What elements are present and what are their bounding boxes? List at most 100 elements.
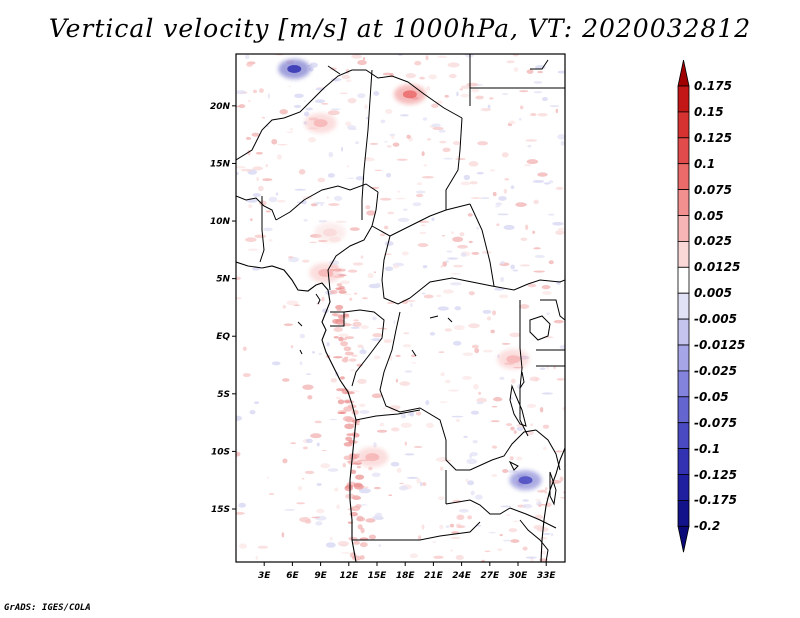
chart-title: Vertical velocity [m/s] at 1000hPa, VT: …	[48, 14, 752, 43]
speckle	[422, 117, 428, 121]
speckle	[467, 213, 473, 217]
speckle	[236, 415, 243, 421]
speckle	[329, 289, 338, 295]
speckle	[320, 203, 324, 207]
legend-swatch	[677, 318, 690, 346]
speckle	[308, 137, 316, 143]
legend-label: -0.075	[694, 415, 737, 430]
speckle	[471, 88, 480, 93]
speckle	[309, 62, 318, 68]
speckle	[436, 294, 442, 298]
speckle	[388, 494, 393, 497]
speckle	[548, 260, 554, 265]
legend-swatch	[677, 370, 690, 398]
speckle	[282, 458, 288, 464]
speckle	[330, 378, 338, 383]
speckle	[242, 346, 247, 351]
country-borders	[236, 54, 565, 562]
legend-label: 0.15	[694, 104, 724, 119]
speckle	[546, 312, 550, 316]
speckle	[290, 127, 293, 131]
speckle	[533, 80, 543, 84]
speckle	[248, 204, 253, 209]
speckle	[301, 259, 310, 263]
speckle	[480, 197, 490, 199]
speckle	[435, 456, 448, 463]
map-frame	[235, 53, 566, 563]
speckle	[422, 264, 428, 269]
speckle	[443, 289, 454, 294]
speckle	[526, 403, 537, 408]
speckle	[549, 105, 560, 107]
speckle	[414, 60, 422, 66]
speckle	[350, 369, 356, 372]
legend-swatch	[677, 215, 690, 242]
speckle	[416, 182, 423, 186]
speckle	[426, 86, 431, 91]
speckle	[431, 103, 439, 109]
speckle	[249, 410, 256, 415]
speckle	[310, 433, 322, 439]
speckle	[343, 346, 352, 352]
speckle	[491, 406, 498, 408]
speckle	[345, 391, 355, 395]
speckle	[271, 361, 281, 366]
speckle	[549, 479, 562, 484]
color-legend-bar	[677, 60, 690, 553]
speckle	[271, 138, 278, 145]
speckle	[535, 499, 541, 501]
speckle	[236, 297, 242, 300]
speckle	[550, 533, 554, 537]
speckle	[536, 489, 547, 493]
speckle	[465, 478, 469, 482]
legend-label: -0.2	[694, 519, 721, 534]
speckle	[510, 539, 520, 544]
speckle	[452, 236, 464, 243]
speckle	[325, 542, 336, 548]
speckle	[365, 157, 375, 162]
speckle	[244, 237, 257, 243]
speckle	[371, 338, 382, 342]
speckle	[440, 372, 445, 377]
legend-swatch-bottom-arrow	[677, 525, 690, 553]
speckle	[489, 97, 494, 100]
speckle	[537, 70, 544, 74]
speckle	[472, 440, 478, 444]
speckle	[276, 199, 286, 203]
speckle	[347, 98, 357, 104]
legend-label: 0.005	[694, 286, 732, 301]
speckle	[519, 264, 531, 267]
speckle	[281, 532, 285, 538]
grads-credit: GrADS: IGES/COLA	[4, 603, 91, 613]
speckle	[333, 327, 343, 333]
speckle	[362, 297, 368, 300]
speckle	[446, 250, 453, 253]
legend-label: 0.125	[694, 130, 732, 145]
velocity-features	[278, 58, 542, 491]
speckle	[358, 403, 366, 407]
speckle	[533, 247, 542, 250]
speckle	[541, 392, 554, 395]
speckle	[412, 202, 422, 207]
speckle	[352, 321, 362, 327]
map-plot-area	[236, 54, 565, 562]
speckle	[476, 171, 484, 175]
speckle	[496, 223, 500, 227]
speckle	[360, 255, 364, 259]
speckle	[442, 147, 451, 153]
speckle	[336, 308, 342, 312]
speckle	[413, 445, 423, 449]
legend-label: 0.025	[694, 234, 732, 249]
speckle	[555, 450, 563, 453]
speckle	[490, 329, 495, 334]
speckle	[447, 257, 459, 260]
speckle	[484, 550, 491, 553]
speckle	[344, 351, 354, 356]
speckle	[460, 85, 472, 89]
lat-tick-label: 10N	[210, 217, 231, 227]
legend-label: -0.125	[694, 467, 737, 482]
speckle	[384, 141, 388, 143]
speckle	[304, 470, 315, 475]
speckle	[516, 384, 523, 389]
speckle	[294, 188, 307, 191]
